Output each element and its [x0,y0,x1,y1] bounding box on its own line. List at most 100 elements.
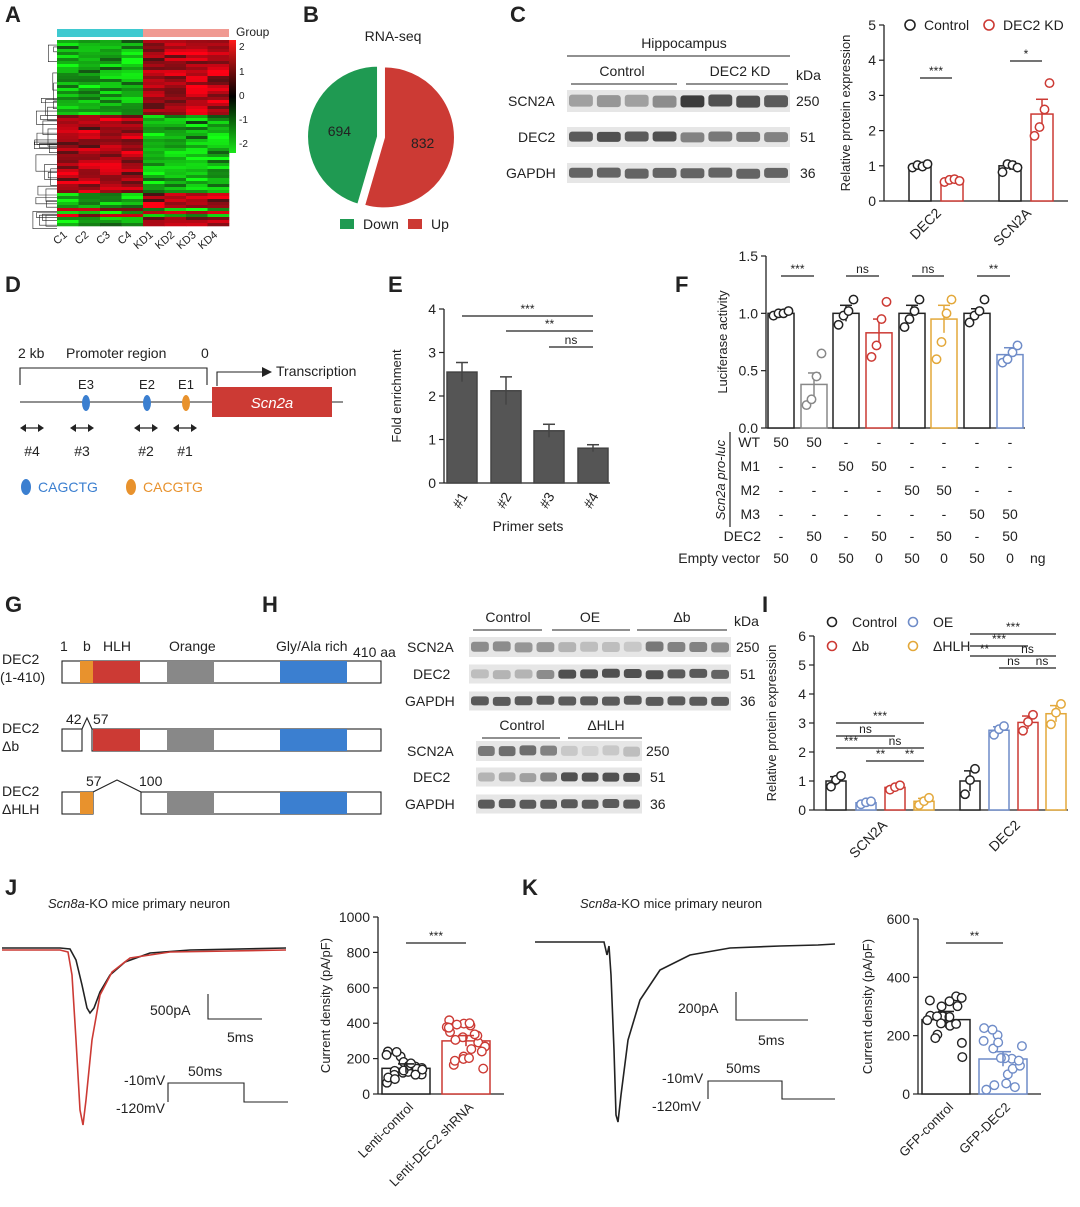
blot-band [581,772,599,782]
blot-band [623,695,642,705]
heatmap-cell [164,127,187,131]
y-tick-label: 0 [902,1086,910,1102]
heatmap-cell [143,217,165,221]
data-point [1007,347,1018,358]
condition-cell: - [877,434,882,450]
blot-band [471,696,489,706]
blot-band [581,799,599,809]
construct-sub: (1-410) [0,669,45,685]
data-point [449,1055,460,1066]
heatmap-cell [57,46,79,50]
heatmap-cell [121,178,144,182]
heatmap-cell [78,169,101,173]
blot-h-kda: 36 [740,693,756,709]
heatmap-cell [100,97,122,101]
y-tick-label: 600 [347,980,371,996]
heatmap-cell [164,151,187,155]
y-tick-label: 1000 [339,909,370,925]
heatmap-cell [143,61,165,65]
heatmap-cell [207,154,230,158]
heatmap-cell [57,49,79,53]
heatmap-cell [186,142,208,146]
heatmap-cell [207,112,230,116]
bar [446,371,478,484]
condition-cell: - [942,458,947,474]
heatmap-cell [186,166,208,170]
significance-label: ** [905,747,915,761]
heatmap-cell [78,214,101,218]
condition-cell: 50 [936,482,952,498]
heatmap-cell [78,172,101,176]
heatmap-cell [57,190,79,194]
heatmap-cell [57,157,79,161]
heatmap-cell [143,208,165,212]
legend-marker [826,616,838,628]
heatmap-cell [164,82,187,86]
data-point [881,296,892,307]
heatmap-cell [186,154,208,158]
blot-h-kda: 36 [650,796,666,812]
blot-band [471,669,489,679]
heatmap-cell [121,43,144,47]
primer-left-arrow-icon [173,424,179,432]
trace-k: Scn8a-KO mice primary neuron 200pA 5ms 5… [535,896,836,1123]
bar [577,447,609,484]
data-point [960,789,970,800]
heatmap-cell [143,214,165,218]
heatmap-cell [100,46,122,50]
dendrogram-branch [50,168,57,186]
domain-length: 410 aa [353,644,396,660]
heatmap-cell [143,166,165,170]
heatmap-cell [143,121,165,125]
data-point [956,992,967,1003]
heatmap-cell [100,157,122,161]
y-tick-label: 2 [868,123,876,139]
heatmap-column-label: KD4 [196,229,220,252]
heatmap-cell [186,97,208,101]
heatmap-cell [207,175,230,179]
blot-band [536,642,555,653]
heatmap-cell [143,169,165,173]
data-point [1056,699,1066,709]
data-point [944,996,955,1007]
heatmap-cell [100,217,122,221]
data-point [876,314,887,325]
heatmap-cell [121,166,144,170]
heatmap-cell [143,199,165,203]
heatmap-cell [143,109,165,113]
heatmap-cell [164,70,187,74]
heatmap-cell [207,211,230,215]
heatmap-cell [121,184,144,188]
y-tick-label: 800 [347,944,371,960]
heatmap-cell [100,124,122,128]
heatmap-cell [57,115,79,119]
condition-cell: - [975,434,980,450]
heatmap-cell [207,49,230,53]
heatmap-cell [164,55,187,59]
domain-orange-box [167,792,214,814]
heatmap-cell [143,178,165,182]
heatmap-cell [207,205,230,209]
significance-label: ** [989,262,999,276]
heatmap-cell [78,154,101,158]
heatmap-cell [143,40,165,44]
y-tick-label: 1 [798,773,806,789]
significance-label: ns [1007,654,1020,668]
heatmap-cell [78,118,101,122]
heatmap-cell [100,172,122,176]
blot-band [680,132,705,143]
heatmap-cell [207,196,230,200]
heatmap-cell [100,223,122,227]
heatmap-cell [207,103,230,107]
heatmap-cell [207,202,230,206]
heatmap-cell [57,133,79,137]
condition-cell: - [910,528,915,544]
x-tick-label: #1 [449,489,471,511]
domain-label-b: b [83,638,91,654]
y-tick-label: 4 [798,686,806,702]
significance-label: *** [929,64,943,78]
trace-j-control-trace [2,947,287,1015]
heatmap-cell [143,190,165,194]
heatmap-cell [121,214,144,218]
